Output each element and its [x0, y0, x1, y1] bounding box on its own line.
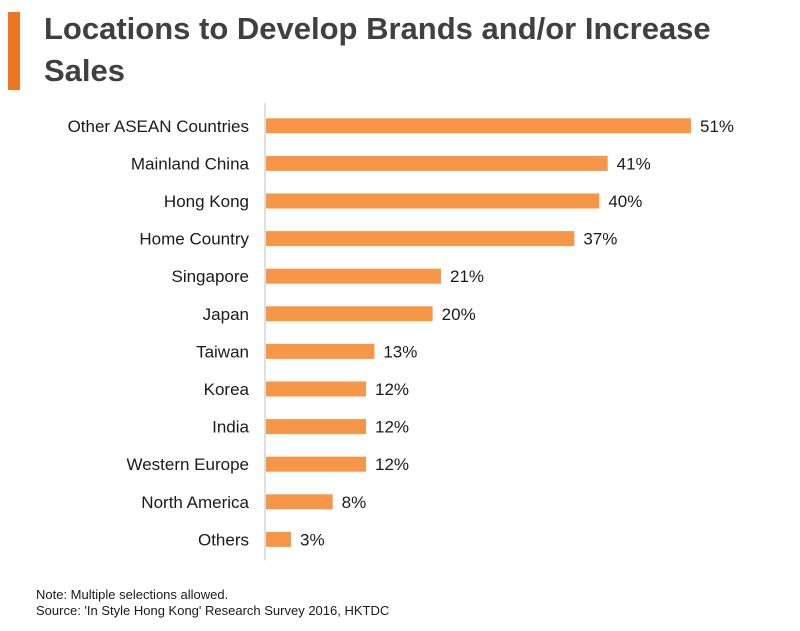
- bar: [266, 268, 441, 284]
- category-label: Singapore: [171, 267, 249, 286]
- bar: [266, 343, 375, 359]
- category-label: Western Europe: [126, 455, 249, 474]
- bar: [266, 531, 291, 547]
- bar: [266, 456, 366, 472]
- data-label: 8%: [342, 493, 367, 512]
- data-label: 21%: [450, 267, 484, 286]
- data-label: 12%: [375, 418, 409, 437]
- category-label: India: [212, 418, 249, 437]
- category-label: Home Country: [139, 230, 249, 249]
- bar: [266, 231, 575, 247]
- bar: [266, 193, 600, 209]
- data-label: 20%: [442, 305, 476, 324]
- data-label: 40%: [608, 192, 642, 211]
- category-label: Mainland China: [131, 154, 250, 173]
- bar: [266, 419, 366, 435]
- data-label: 12%: [375, 380, 409, 399]
- category-label: Others: [198, 530, 249, 549]
- category-label: Japan: [203, 305, 249, 324]
- footnote-note: Note: Multiple selections allowed.: [36, 587, 229, 602]
- bar: [266, 155, 608, 171]
- bar: [266, 494, 333, 510]
- category-label: Other ASEAN Countries: [68, 117, 249, 136]
- bar: [266, 118, 691, 134]
- data-label: 3%: [300, 530, 325, 549]
- data-label: 41%: [617, 154, 651, 173]
- footnote-source: Source: 'In Style Hong Kong' Research Su…: [36, 603, 390, 618]
- data-label: 13%: [383, 342, 417, 361]
- data-label: 51%: [700, 117, 734, 136]
- bar-chart: Other ASEAN Countries 51% Mainland China 41…: [68, 103, 734, 561]
- data-label: 37%: [583, 230, 617, 249]
- category-label: Taiwan: [196, 342, 249, 361]
- data-label: 12%: [375, 455, 409, 474]
- category-label: North America: [141, 493, 249, 512]
- title-accent-bar: [8, 12, 20, 90]
- category-label: Hong Kong: [164, 192, 249, 211]
- category-label: Korea: [204, 380, 250, 399]
- bar: [266, 306, 433, 322]
- chart-title: Locations to Develop Brands and/or Incre…: [44, 11, 711, 88]
- bar: [266, 381, 366, 397]
